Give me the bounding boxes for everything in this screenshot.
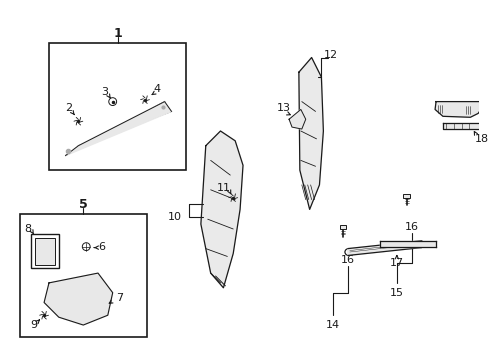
Text: 4: 4 [153, 84, 160, 94]
Text: 18: 18 [474, 134, 488, 144]
Text: 2: 2 [65, 103, 72, 113]
Polygon shape [380, 241, 435, 247]
Text: 3: 3 [101, 87, 108, 97]
Polygon shape [298, 58, 323, 210]
Polygon shape [288, 109, 305, 129]
Polygon shape [44, 273, 112, 325]
Bar [31, 234, 59, 268]
Polygon shape [201, 131, 243, 288]
Text: 7: 7 [115, 293, 122, 303]
Text: 5: 5 [79, 198, 87, 211]
Text: 16: 16 [404, 222, 418, 232]
Text: 17: 17 [389, 258, 403, 268]
Text: 8: 8 [24, 224, 31, 234]
Bar [403, 194, 409, 198]
Bar [20, 214, 147, 337]
Text: 9: 9 [31, 320, 38, 330]
Polygon shape [442, 123, 479, 129]
Bar [35, 238, 55, 265]
Bar [339, 225, 346, 229]
Polygon shape [347, 241, 421, 256]
Text: 13: 13 [277, 103, 291, 113]
Text: 10: 10 [167, 212, 181, 222]
Bar [49, 43, 186, 170]
Text: 11: 11 [216, 183, 230, 193]
Polygon shape [65, 102, 171, 156]
Text: 1: 1 [113, 27, 122, 40]
Text: 14: 14 [325, 320, 340, 330]
Text: 6: 6 [98, 242, 105, 252]
Text: 16: 16 [340, 255, 354, 265]
Text: 15: 15 [389, 288, 403, 298]
Polygon shape [434, 102, 481, 117]
Text: 12: 12 [323, 50, 337, 59]
